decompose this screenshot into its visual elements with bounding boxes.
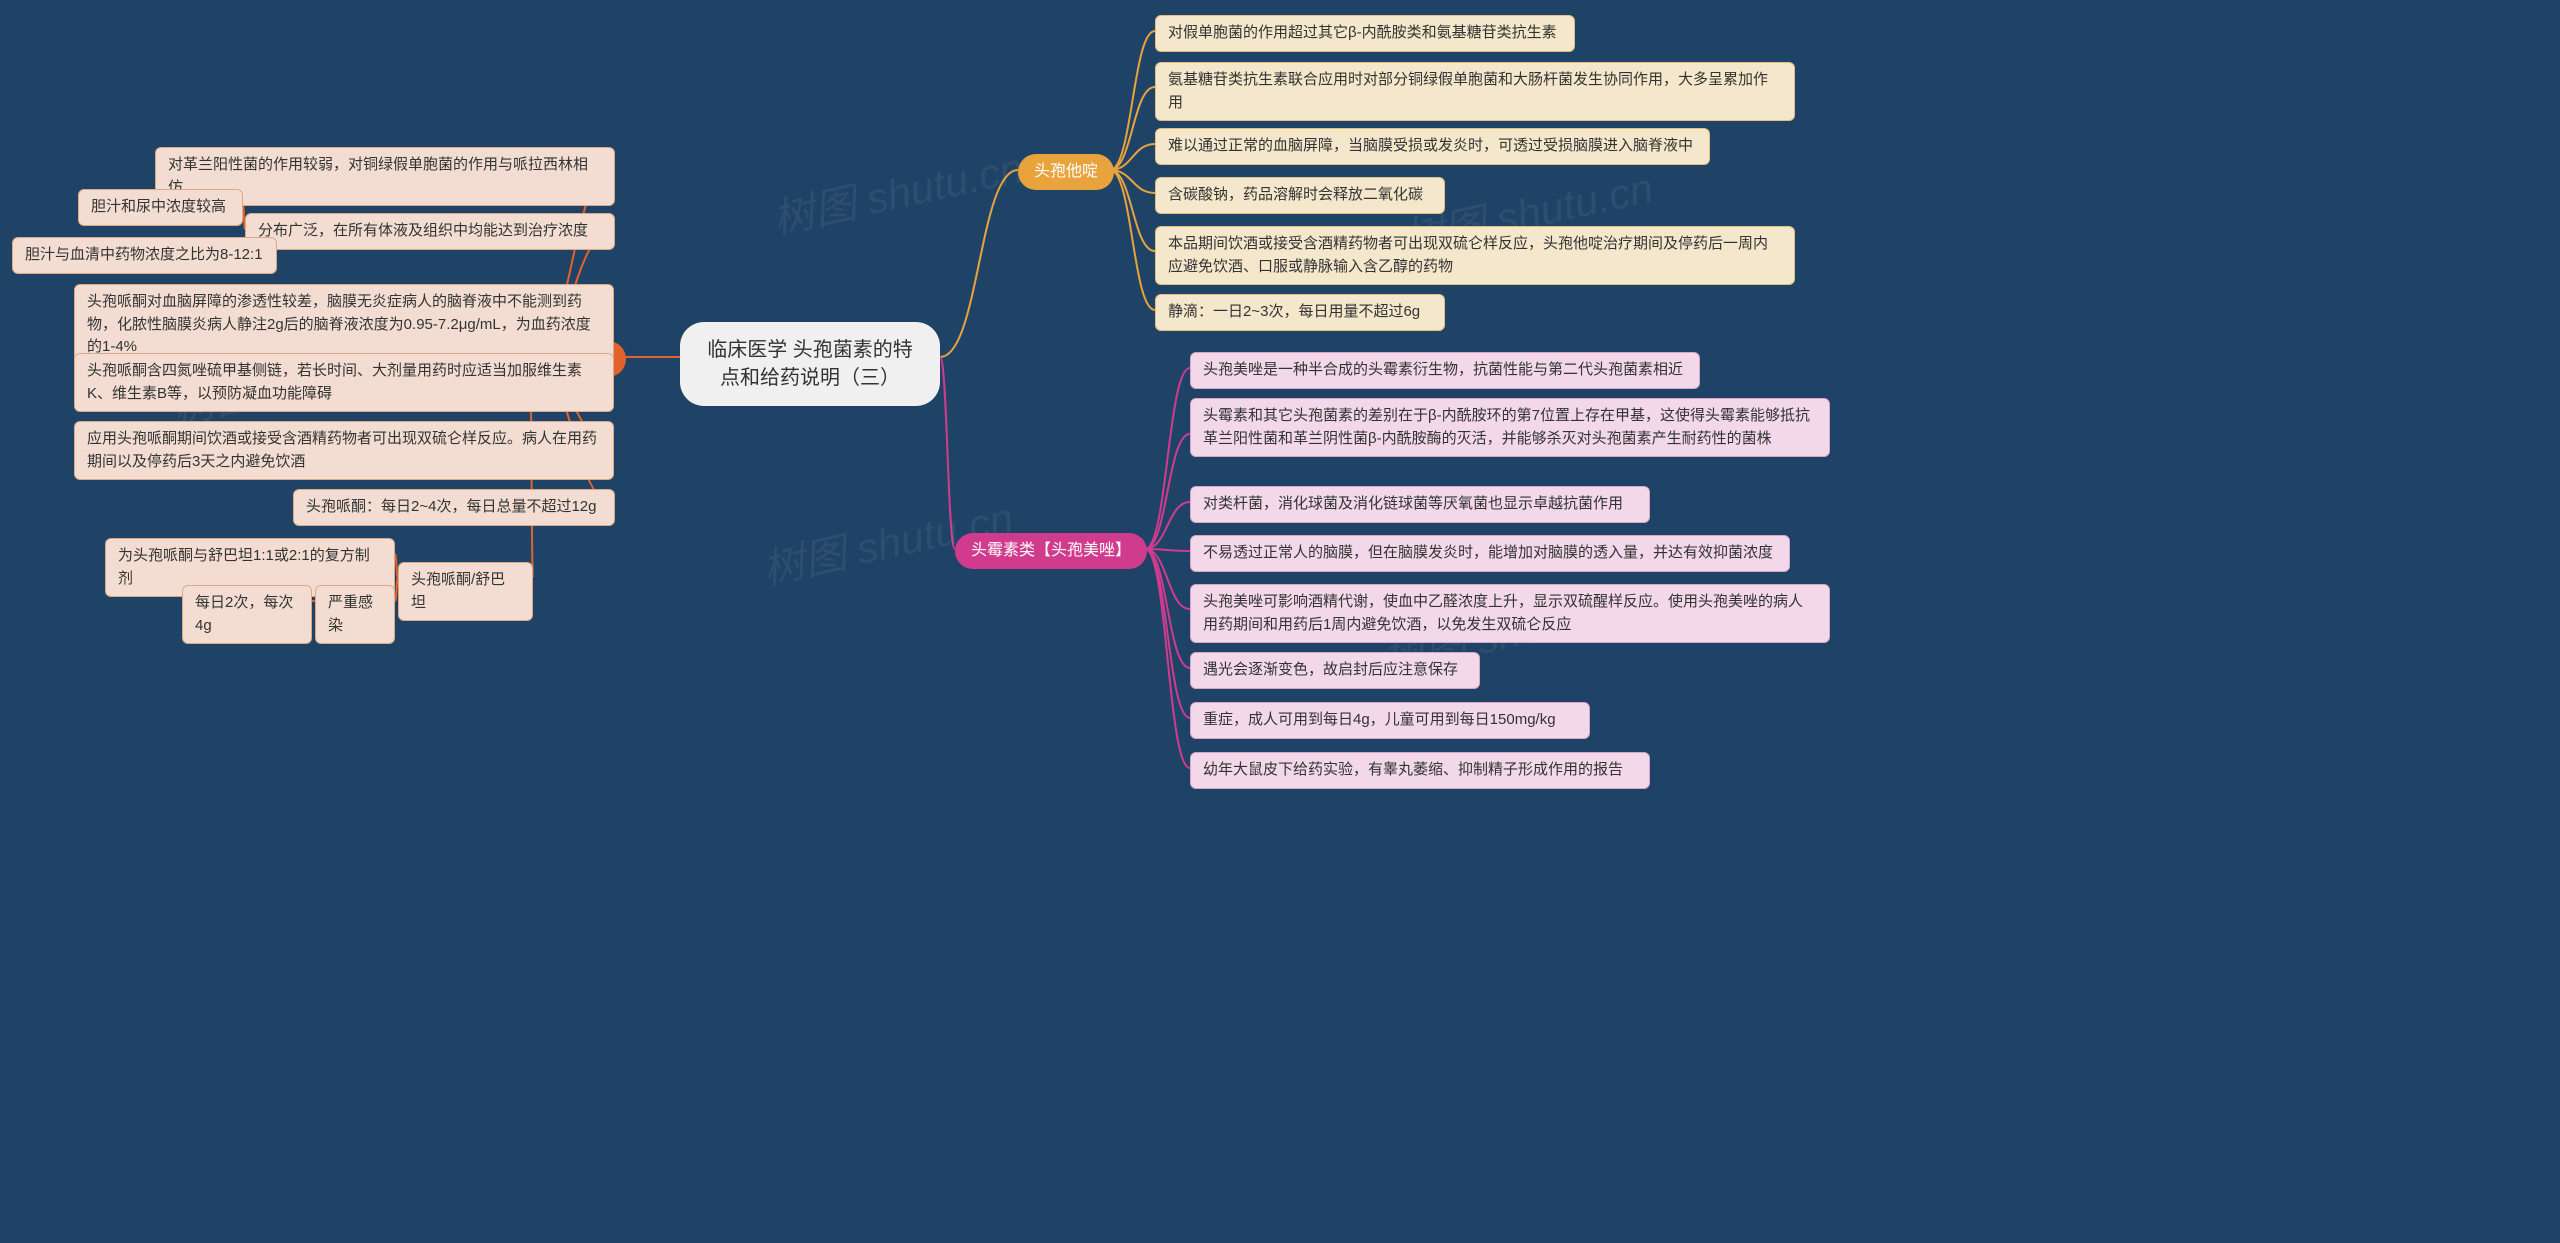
branch-node[interactable]: 头孢他啶 [1018,154,1114,190]
leaf-node[interactable]: 遇光会逐渐变色，故启封后应注意保存 [1190,652,1480,689]
leaf-node[interactable]: 胆汁和尿中浓度较高 [78,189,243,226]
leaf-node[interactable]: 对类杆菌，消化球菌及消化链球菌等厌氧菌也显示卓越抗菌作用 [1190,486,1650,523]
leaf-node[interactable]: 氨基糖苷类抗生素联合应用时对部分铜绿假单胞菌和大肠杆菌发生协同作用，大多呈累加作… [1155,62,1795,121]
leaf-node[interactable]: 头孢美唑是一种半合成的头霉素衍生物，抗菌性能与第二代头孢菌素相近 [1190,352,1700,389]
leaf-node[interactable]: 严重感染 [315,585,395,644]
leaf-node[interactable]: 本品期间饮酒或接受含酒精药物者可出现双硫仑样反应，头孢他啶治疗期间及停药后一周内… [1155,226,1795,285]
leaf-node[interactable]: 头孢哌酮/舒巴坦 [398,562,533,621]
leaf-node[interactable]: 幼年大鼠皮下给药实验，有睾丸萎缩、抑制精子形成作用的报告 [1190,752,1650,789]
root-node[interactable]: 临床医学 头孢菌素的特点和给药说明（三） [680,322,940,406]
leaf-node[interactable]: 胆汁与血清中药物浓度之比为8-12:1 [12,237,277,274]
leaf-node[interactable]: 分布广泛，在所有体液及组织中均能达到治疗浓度 [245,213,615,250]
leaf-node[interactable]: 每日2次，每次4g [182,585,312,644]
leaf-node[interactable]: 重症，成人可用到每日4g，儿童可用到每日150mg/kg [1190,702,1590,739]
leaf-node[interactable]: 头孢哌酮含四氮唑硫甲基侧链，若长时间、大剂量用药时应适当加服维生素K、维生素B等… [74,353,614,412]
leaf-node[interactable]: 含碳酸钠，药品溶解时会释放二氧化碳 [1155,177,1445,214]
leaf-node[interactable]: 对假单胞菌的作用超过其它β-内酰胺类和氨基糖苷类抗生素 [1155,15,1575,52]
leaf-node[interactable]: 头孢哌酮：每日2~4次，每日总量不超过12g [293,489,615,526]
leaf-node[interactable]: 头霉素和其它头孢菌素的差别在于β-内酰胺环的第7位置上存在甲基，这使得头霉素能够… [1190,398,1830,457]
leaf-node[interactable]: 不易透过正常人的脑膜，但在脑膜发炎时，能增加对脑膜的透入量，并达有效抑菌浓度 [1190,535,1790,572]
leaf-node[interactable]: 难以通过正常的血脑屏障，当脑膜受损或发炎时，可透过受损脑膜进入脑脊液中 [1155,128,1710,165]
leaf-node[interactable]: 静滴：一日2~3次，每日用量不超过6g [1155,294,1445,331]
leaf-node[interactable]: 头孢美唑可影响酒精代谢，使血中乙醛浓度上升，显示双硫醒样反应。使用头孢美唑的病人… [1190,584,1830,643]
leaf-node[interactable]: 应用头孢哌酮期间饮酒或接受含酒精药物者可出现双硫仑样反应。病人在用药期间以及停药… [74,421,614,480]
watermark: 树图 shutu.cn [766,134,1028,247]
branch-node[interactable]: 头霉素类【头孢美唑】 [955,533,1147,569]
